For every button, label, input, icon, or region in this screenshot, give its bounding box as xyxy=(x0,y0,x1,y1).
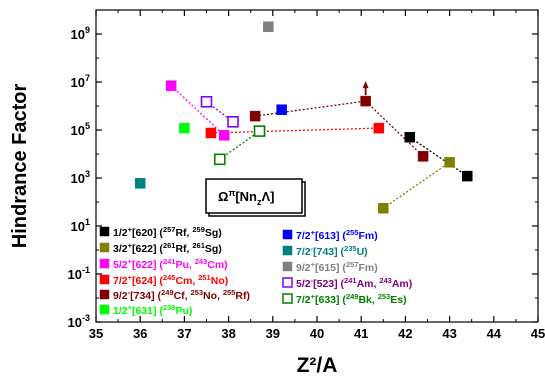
legend-marker-s631 xyxy=(99,304,110,315)
data-point-s743 xyxy=(134,178,146,189)
data-point-s620 xyxy=(462,170,473,182)
y-tick-label: 10-3 xyxy=(68,313,90,330)
legend-label-s624: 7/2+[624] (245Cm, 251No) xyxy=(113,273,228,287)
x-tick-label: 42 xyxy=(398,326,412,341)
legend-marker-s622a xyxy=(99,242,110,253)
data-point-s622a xyxy=(378,202,389,214)
data-point-s622b xyxy=(218,130,230,141)
x-tick-label: 38 xyxy=(221,326,235,341)
x-tick-label: 39 xyxy=(266,326,280,341)
legend-marker-s633 xyxy=(282,293,293,304)
data-point-s734 xyxy=(249,110,261,122)
data-point-s631 xyxy=(179,122,190,134)
data-point-s624 xyxy=(205,127,217,139)
series-line-s620 xyxy=(409,136,468,177)
legend-marker-s743 xyxy=(282,245,293,256)
data-point-s620 xyxy=(404,131,416,143)
x-tick-label: 40 xyxy=(310,326,324,341)
annotation-box xyxy=(205,178,303,214)
legend-label-s631: 1/2+[631] (239Pu) xyxy=(113,303,192,317)
legend-label-s633: 7/2+[633] (249Bk, 253Es) xyxy=(296,292,407,306)
lower-limit-arrow-head xyxy=(362,81,369,89)
x-tick-label: 44 xyxy=(487,326,502,341)
x-tick-label: 35 xyxy=(89,326,103,341)
x-tick-label: 41 xyxy=(354,326,368,341)
data-point-s622a xyxy=(444,157,455,168)
legend: 1/2+[620] (257Rf, 259Sg) 3/2+[622] (261Rf… xyxy=(99,225,412,317)
x-tick-label: 37 xyxy=(177,326,191,341)
y-axis-label: Hindrance Factor xyxy=(9,84,31,249)
legend-label-s734: 9/2-[734] (249Cf, 253No, 255Rf) xyxy=(113,288,250,302)
y-tick-label: 107 xyxy=(71,73,90,90)
annotation: Ωπ[NnzΛ] xyxy=(205,178,306,217)
data-point-s734 xyxy=(360,95,371,107)
series-line-s734 xyxy=(255,100,424,157)
series-line-s622b xyxy=(170,85,225,136)
series-points xyxy=(134,21,473,214)
legend-marker-s613 xyxy=(282,229,293,240)
annotation-text: Ωπ[NnzΛ] xyxy=(218,188,275,207)
legend-label-s523: 5/2-[523] (241Am, 243Am) xyxy=(296,276,412,290)
x-axis-label: Z²/A xyxy=(297,354,338,377)
x-tick-label: 36 xyxy=(133,326,147,341)
series-line-s624 xyxy=(210,127,379,134)
data-point-s624 xyxy=(373,122,385,134)
data-point-s633 xyxy=(213,153,226,166)
legend-label-s615: 9/2+[615] (257Fm) xyxy=(296,260,378,274)
legend-label-s613: 7/2+[613] (255Fm) xyxy=(296,228,378,242)
legend-marker-s622b xyxy=(99,258,110,269)
legend-marker-s734 xyxy=(99,289,110,300)
data-point-s622b xyxy=(165,80,177,91)
data-point-s523 xyxy=(200,95,213,108)
data-point-s613 xyxy=(276,104,287,115)
data-point-s734 xyxy=(417,151,429,162)
series-line-s622a xyxy=(382,161,450,209)
legend-label-s622a: 3/2+[622] (261Rf, 261Sg) xyxy=(113,241,222,255)
data-point-s523 xyxy=(227,115,239,128)
y-tick-label: 105 xyxy=(71,121,90,138)
axes: 35 36 37 38 39 40 41 42 43 44 45 109 107 105 103 101 10-… xyxy=(68,9,545,341)
legend-label-s622b: 5/2+[622] (241Pu, 243Cm) xyxy=(113,257,228,271)
data-point-s615 xyxy=(263,21,274,33)
x-tick-label: 45 xyxy=(531,326,545,341)
legend-marker-s624 xyxy=(99,274,110,285)
series-line-s633 xyxy=(219,130,260,160)
y-tick-label: 109 xyxy=(71,25,90,42)
legend-marker-s523 xyxy=(282,277,293,288)
legend-label-s620: 1/2+[620] (257Rf, 259Sg) xyxy=(113,225,222,239)
legend-marker-s615 xyxy=(282,261,293,272)
y-tick-label: 101 xyxy=(71,217,90,234)
x-tick-label: 43 xyxy=(442,326,456,341)
y-tick-label: 10-1 xyxy=(68,265,90,282)
y-tick-label: 103 xyxy=(71,169,90,186)
data-point-s633 xyxy=(253,125,266,137)
legend-label-s743: 7/2-[743] (235U) xyxy=(296,244,368,258)
legend-marker-s620 xyxy=(99,226,110,237)
